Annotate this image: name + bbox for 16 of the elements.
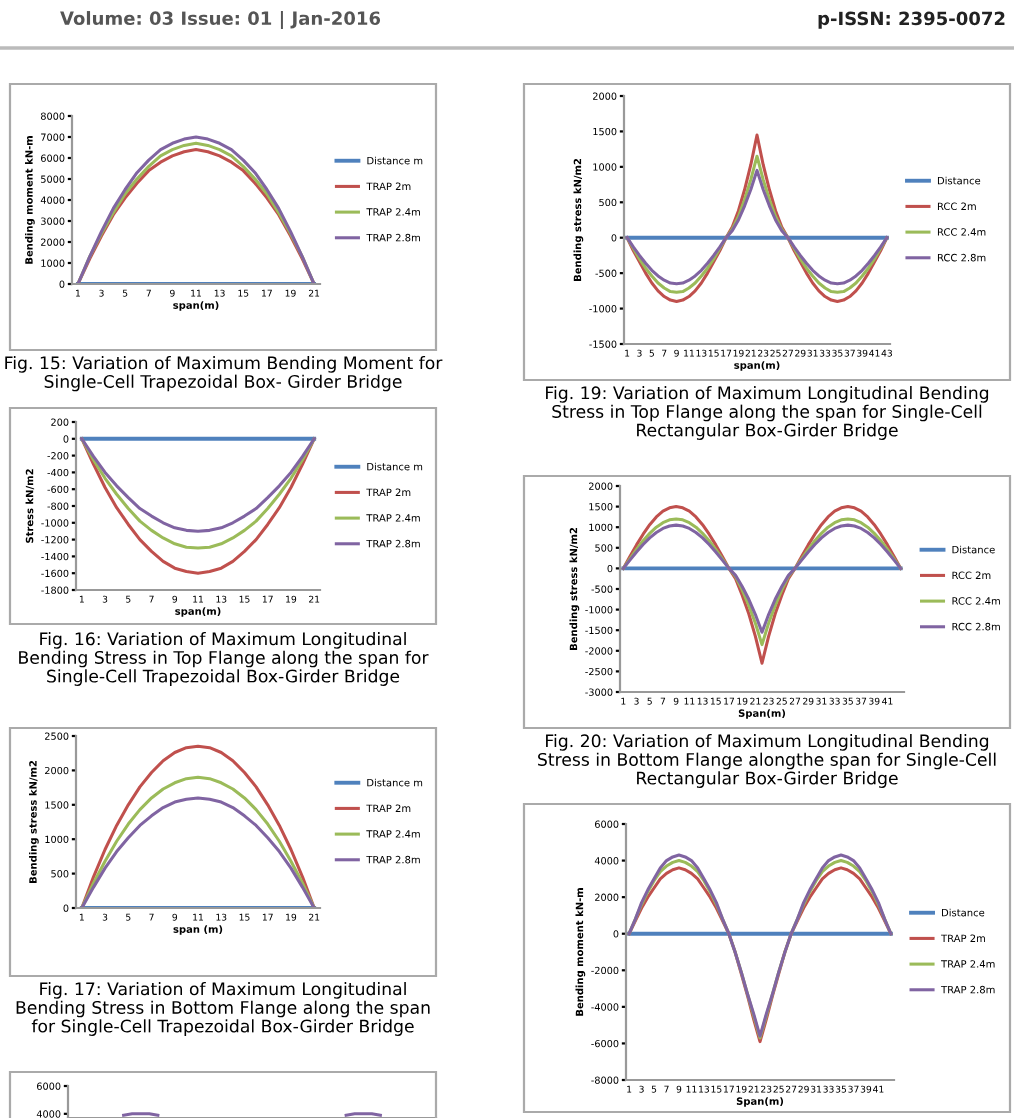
text: Fig. 17: Variation of Maximum Longitudinal Bending Stress in Bottom Flange along the span for Single-Cell Trapezoidal Box-Girder Bridge <box>16 982 430 1036</box>
line-series <box>80 775 316 908</box>
line-series <box>80 744 316 908</box>
text: Fig. 16: Variation of Maximum Longitudinal Bending Stress in Top Flange along the span for Single-Cell Trapezoidal Box-Girder Bridge <box>19 632 429 686</box>
text: Fig. 19: Variation of Maximum Longitudinal Bending Stress in Top Flange along the span for Single-Cell Rectangular Box-Girder Bridge <box>546 386 989 440</box>
text: Volume: 03 Issue: 01 | Jan-2016 <box>60 10 381 30</box>
line-series <box>621 505 903 665</box>
text: p-ISSN: 2395-0072 <box>818 11 1005 29</box>
text: Fig. 20: Variation of Maximum Longitudinal Bending Stress in Bottom Flange alongthe span for Single-Cell Rectangular Box-Girder Bridge <box>538 734 996 788</box>
line-series <box>625 133 889 304</box>
line-series <box>80 437 316 575</box>
line-series <box>80 437 316 533</box>
line-series <box>625 154 889 294</box>
line-series <box>625 168 889 286</box>
line-series <box>80 796 316 908</box>
text: Fig. 15: Variation of Maximum Bending Moment for Single-Cell Trapezoidal Box- Girder Bridge <box>5 356 443 392</box>
